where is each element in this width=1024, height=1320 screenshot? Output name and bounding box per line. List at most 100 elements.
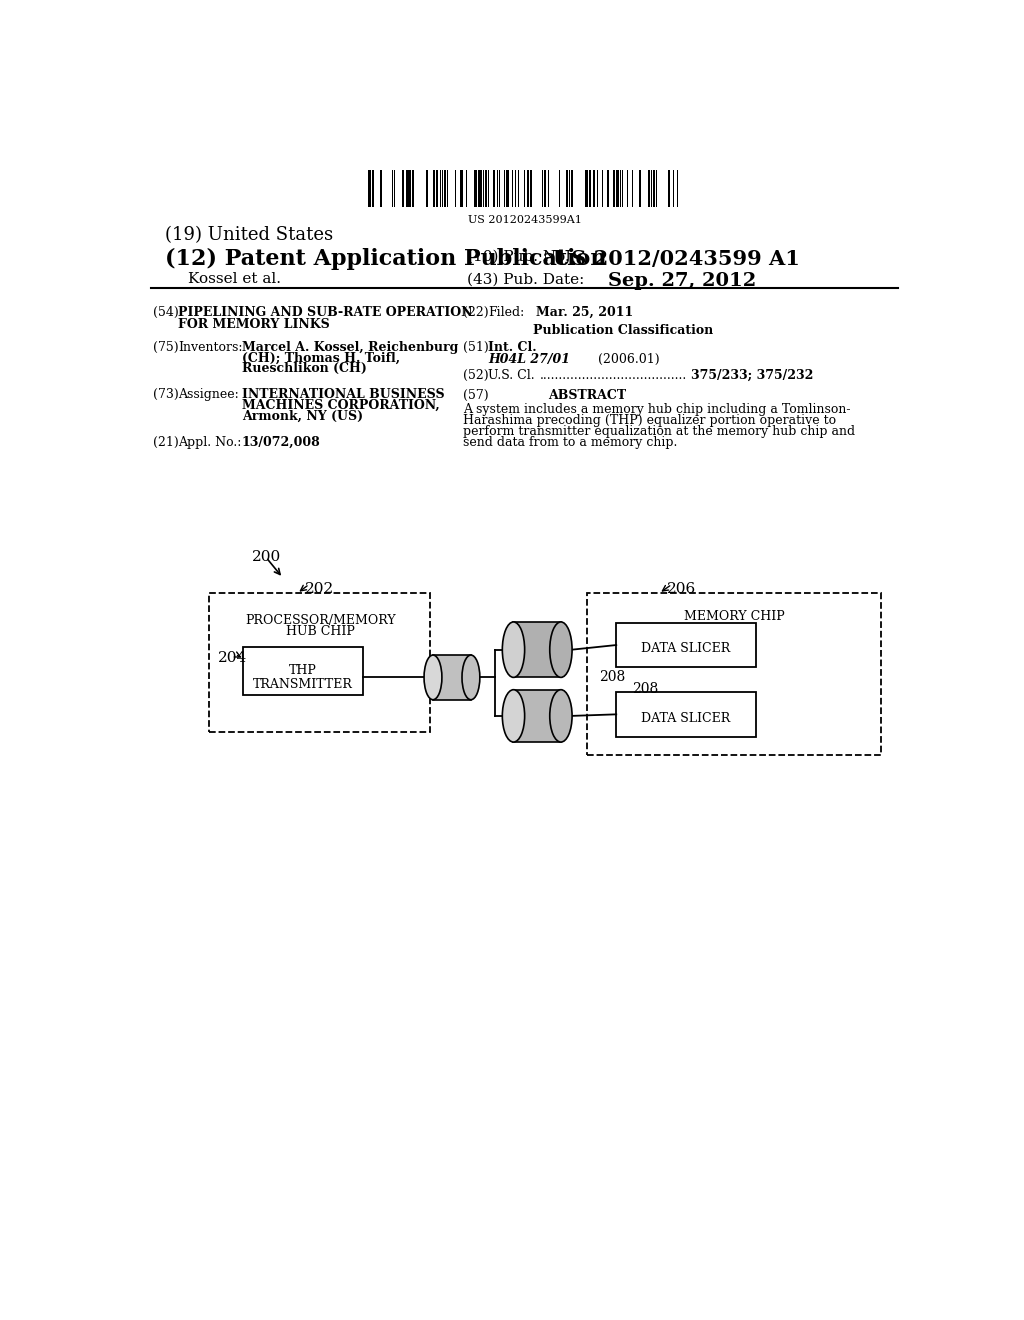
Text: (57): (57) — [463, 389, 488, 403]
Bar — [593, 170, 595, 207]
Text: ABSTRACT: ABSTRACT — [548, 389, 626, 403]
Bar — [426, 170, 428, 207]
Text: send data from to a memory chip.: send data from to a memory chip. — [463, 436, 677, 449]
Bar — [518, 170, 519, 207]
Bar — [632, 170, 633, 207]
Bar — [616, 623, 756, 668]
Bar — [461, 170, 463, 207]
Bar — [369, 170, 371, 207]
Text: Rueschlikon (CH): Rueschlikon (CH) — [242, 363, 367, 375]
Text: (19) United States: (19) United States — [165, 226, 334, 244]
Bar — [372, 170, 375, 207]
Text: DATA SLICER: DATA SLICER — [641, 711, 731, 725]
Bar — [391, 170, 393, 207]
Text: (54): (54) — [153, 306, 178, 319]
Text: Armonk, NY (US): Armonk, NY (US) — [242, 409, 364, 422]
Bar — [474, 170, 477, 207]
Bar — [432, 170, 435, 207]
Text: (52): (52) — [463, 368, 488, 381]
Text: TRANSMITTER: TRANSMITTER — [253, 678, 352, 692]
Ellipse shape — [550, 622, 572, 677]
Text: (51): (51) — [463, 341, 488, 354]
Text: 200: 200 — [252, 549, 282, 564]
Bar — [544, 170, 546, 207]
Bar — [493, 170, 496, 207]
Text: Inventors:: Inventors: — [178, 341, 243, 354]
Text: INTERNATIONAL BUSINESS: INTERNATIONAL BUSINESS — [242, 388, 444, 401]
Bar — [478, 170, 480, 207]
Bar — [209, 594, 430, 733]
Text: (43) Pub. Date:: (43) Pub. Date: — [467, 272, 585, 286]
Bar — [402, 170, 403, 207]
Text: Marcel A. Kossel, Reichenburg: Marcel A. Kossel, Reichenburg — [242, 341, 459, 354]
Text: HUB CHIP: HUB CHIP — [286, 626, 354, 638]
Bar — [589, 170, 592, 207]
Bar — [587, 594, 882, 755]
Text: 204: 204 — [218, 651, 247, 665]
Text: 375/233; 375/232: 375/233; 375/232 — [691, 368, 814, 381]
Bar — [243, 647, 362, 696]
Bar — [601, 170, 603, 207]
Bar — [513, 622, 561, 677]
Bar — [515, 170, 516, 207]
Ellipse shape — [424, 655, 442, 700]
Text: Filed:: Filed: — [488, 306, 524, 319]
Bar — [433, 655, 471, 700]
Text: ......................................: ...................................... — [541, 368, 687, 381]
Text: PROCESSOR/MEMORY: PROCESSOR/MEMORY — [245, 614, 395, 627]
Text: U.S. Cl.: U.S. Cl. — [488, 368, 535, 381]
Text: A system includes a memory hub chip including a Tomlinson-: A system includes a memory hub chip incl… — [463, 404, 850, 416]
Text: US 2012/0243599 A1: US 2012/0243599 A1 — [553, 249, 800, 269]
Bar — [566, 170, 568, 207]
Text: (2006.01): (2006.01) — [598, 354, 660, 366]
Text: 202: 202 — [305, 582, 334, 595]
Text: (10) Pub. No.:: (10) Pub. No.: — [467, 249, 575, 263]
Text: (CH); Thomas H. Toifl,: (CH); Thomas H. Toifl, — [242, 351, 400, 364]
Text: perform transmitter equalization at the memory hub chip and: perform transmitter equalization at the … — [463, 425, 855, 438]
Text: Harashima precoding (THP) equalizer portion operative to: Harashima precoding (THP) equalizer port… — [463, 414, 836, 428]
Text: Kossel et al.: Kossel et al. — [188, 272, 282, 286]
Text: (75): (75) — [153, 341, 178, 354]
Text: 206: 206 — [667, 582, 696, 595]
Bar — [380, 170, 382, 207]
Bar — [559, 170, 560, 207]
Ellipse shape — [503, 622, 524, 677]
Bar — [436, 170, 438, 207]
Text: (22): (22) — [463, 306, 488, 319]
Bar — [639, 170, 641, 207]
Bar — [616, 170, 618, 207]
Bar — [407, 170, 409, 207]
Text: MACHINES CORPORATION,: MACHINES CORPORATION, — [242, 399, 439, 412]
Ellipse shape — [503, 690, 524, 742]
Text: 13/072,008: 13/072,008 — [242, 436, 321, 449]
Text: DATA SLICER: DATA SLICER — [641, 643, 731, 656]
Text: MEMORY CHIP: MEMORY CHIP — [684, 610, 784, 623]
Bar — [571, 170, 572, 207]
Bar — [484, 170, 486, 207]
Text: H04L 27/01: H04L 27/01 — [488, 354, 570, 366]
Ellipse shape — [550, 690, 572, 742]
Bar — [530, 170, 531, 207]
Bar — [413, 170, 414, 207]
Bar — [652, 170, 655, 207]
Bar — [648, 170, 649, 207]
Text: (12) Patent Application Publication: (12) Patent Application Publication — [165, 248, 606, 269]
Text: US 20120243599A1: US 20120243599A1 — [468, 215, 582, 224]
Text: Mar. 25, 2011: Mar. 25, 2011 — [537, 306, 634, 319]
Bar — [506, 170, 509, 207]
Text: Appl. No.:: Appl. No.: — [178, 436, 242, 449]
Text: Sep. 27, 2012: Sep. 27, 2012 — [608, 272, 757, 290]
Bar — [442, 170, 443, 207]
Text: THP: THP — [289, 664, 316, 677]
Ellipse shape — [462, 655, 480, 700]
Bar — [616, 692, 756, 737]
Text: (21): (21) — [153, 436, 178, 449]
Bar — [669, 170, 670, 207]
Bar — [527, 170, 528, 207]
Text: 208: 208 — [599, 671, 626, 685]
Text: PIPELINING AND SUB-RATE OPERATION: PIPELINING AND SUB-RATE OPERATION — [178, 306, 473, 319]
Bar — [673, 170, 675, 207]
Bar — [444, 170, 445, 207]
Bar — [410, 170, 411, 207]
Bar — [586, 170, 588, 207]
